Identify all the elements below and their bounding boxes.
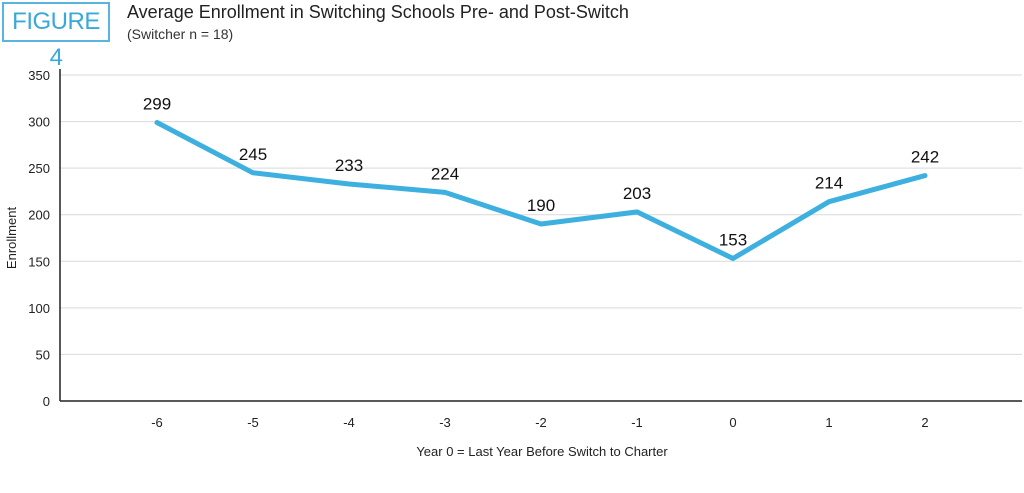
data-label: 214 xyxy=(815,174,843,193)
x-tick-label: 0 xyxy=(729,415,736,430)
data-label: 203 xyxy=(623,184,651,203)
axes xyxy=(59,69,1022,402)
data-label: 299 xyxy=(143,95,171,114)
y-axis-title: Enrollment xyxy=(4,207,19,270)
figure-label: FIGURE 4 xyxy=(2,2,110,71)
y-tick-label: 200 xyxy=(28,208,50,223)
x-tick-label: -1 xyxy=(631,415,643,430)
series-line xyxy=(154,120,928,261)
y-tick-label: 0 xyxy=(43,394,50,409)
x-tick-labels: -6 -5 -4 -3 -2 -1 0 1 2 xyxy=(151,415,928,430)
data-labels: 299 245 233 224 190 203 153 214 242 xyxy=(143,95,939,250)
data-label: 153 xyxy=(719,230,747,249)
x-tick-label: -5 xyxy=(247,415,259,430)
chart-title: Average Enrollment in Switching Schools … xyxy=(127,2,629,22)
x-tick-label: 1 xyxy=(825,415,832,430)
data-label: 245 xyxy=(239,145,267,164)
y-tick-label: 300 xyxy=(28,115,50,130)
x-tick-label: -6 xyxy=(151,415,163,430)
data-label: 190 xyxy=(527,196,555,215)
x-tick-label: -3 xyxy=(439,415,451,430)
x-tick-label: 2 xyxy=(921,415,928,430)
chart-subtitle: (Switcher n = 18) xyxy=(127,26,234,42)
y-tick-labels: 0 50 100 150 200 250 300 350 xyxy=(28,68,50,409)
data-label: 224 xyxy=(431,164,459,183)
gridlines xyxy=(60,74,1022,355)
y-tick-label: 250 xyxy=(28,161,50,176)
y-tick-label: 150 xyxy=(28,254,50,269)
x-tick-label: -4 xyxy=(343,415,355,430)
data-label: 233 xyxy=(335,156,363,175)
y-tick-label: 50 xyxy=(36,347,50,362)
y-tick-label: 100 xyxy=(28,301,50,316)
y-tick-label: 350 xyxy=(28,68,50,83)
x-axis-title: Year 0 = Last Year Before Switch to Char… xyxy=(416,444,668,459)
data-label: 242 xyxy=(911,148,939,167)
x-tick-label: -2 xyxy=(535,415,547,430)
